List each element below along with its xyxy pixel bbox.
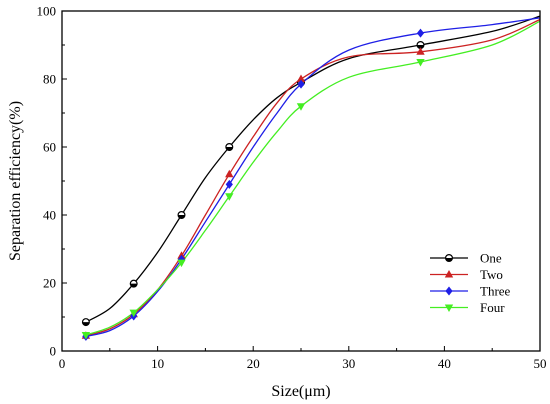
x-tick-label: 10 (151, 356, 164, 371)
chart-curves (85, 15, 541, 338)
x-axis-title: Size(μm) (271, 383, 330, 400)
legend-marker-four (444, 304, 454, 312)
chart-markers (81, 28, 425, 341)
legend-label: Two (480, 267, 503, 282)
data-point-two (416, 47, 425, 55)
legend-item-four: Four (430, 300, 505, 315)
series-line-two (85, 18, 541, 337)
plot-frame (61, 10, 541, 352)
series-line-four (85, 20, 541, 336)
legend-label: Three (480, 284, 511, 299)
y-axis: 0 20 40 60 80 100 (37, 4, 67, 359)
x-tick-label: 0 (59, 356, 66, 371)
series-line-three (85, 17, 541, 338)
x-axis: 0 10 20 30 40 50 (59, 346, 547, 371)
data-point-two (225, 169, 234, 178)
legend-item-three: Three (430, 284, 511, 299)
data-point-three (297, 79, 305, 89)
y-tick-label: 100 (37, 4, 57, 19)
data-point-one (129, 279, 138, 288)
data-point-four (177, 259, 186, 268)
data-point-one (177, 211, 186, 220)
y-tick-label: 20 (43, 276, 56, 291)
legend-item-two: Two (430, 267, 503, 282)
data-point-three (416, 28, 425, 38)
legend-marker-three (445, 286, 453, 296)
legend-item-one: One (430, 251, 502, 266)
x-tick-label: 50 (534, 356, 547, 371)
data-point-four (225, 193, 234, 201)
data-point-four (129, 309, 138, 318)
data-point-four (296, 103, 306, 111)
legend-marker-one (445, 254, 454, 263)
data-point-two (296, 74, 306, 82)
data-point-four (81, 332, 91, 340)
x-tick-label: 40 (438, 356, 451, 371)
x-tick-label: 30 (342, 356, 355, 371)
data-point-three (225, 179, 233, 189)
x-tick-label: 20 (247, 356, 260, 371)
y-tick-label: 0 (50, 344, 57, 359)
y-tick-label: 40 (43, 208, 56, 223)
legend-marker-two (444, 270, 454, 278)
legend-label: Four (480, 300, 505, 315)
data-point-four (416, 59, 425, 67)
data-point-one (81, 318, 90, 327)
y-tick-label: 60 (43, 140, 56, 155)
series-line-one (85, 15, 541, 323)
legend-label: One (480, 251, 502, 266)
data-point-one (225, 143, 234, 152)
y-tick-label: 80 (43, 72, 56, 87)
y-axis-title: Separation efficiency(%) (7, 101, 24, 261)
